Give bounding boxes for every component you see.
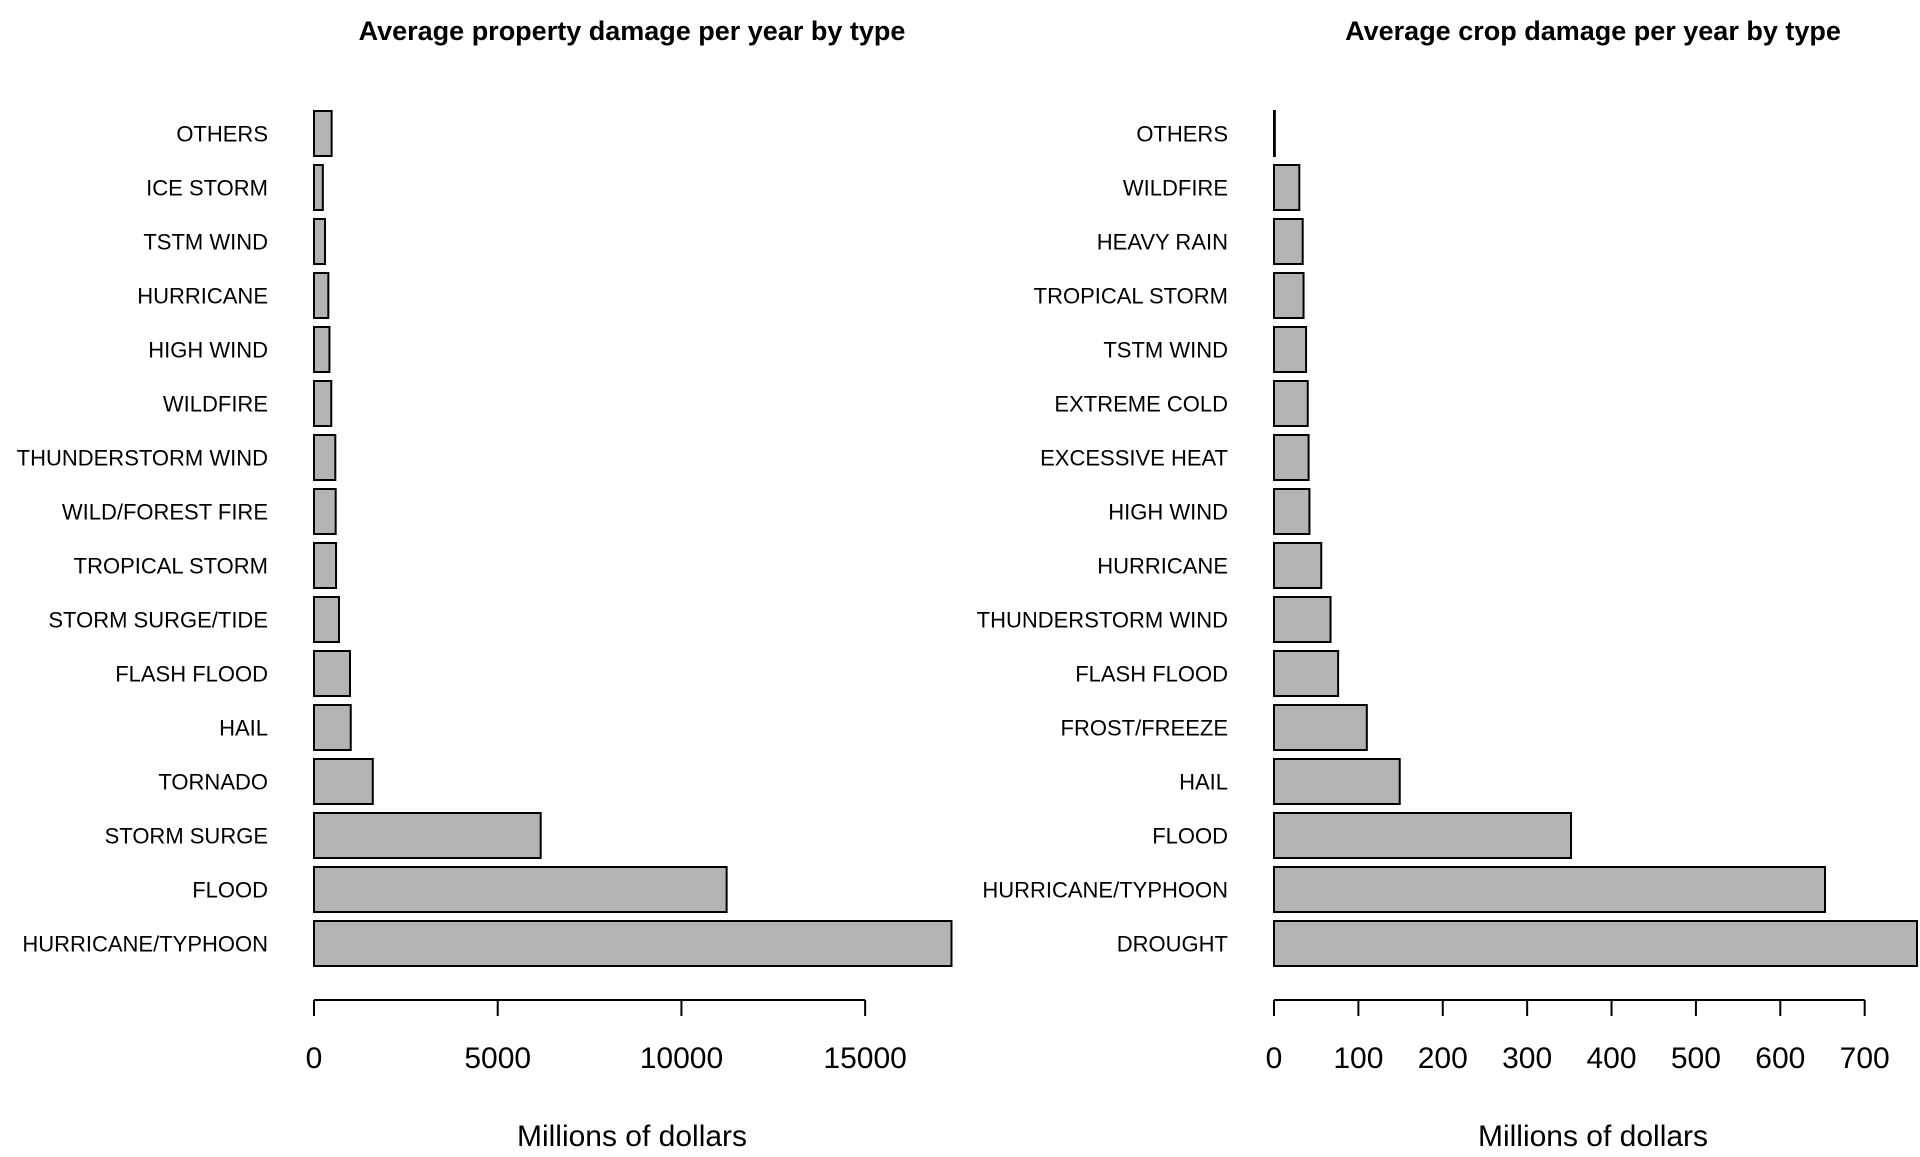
bar [313, 920, 953, 967]
category-label: STORM SURGE [105, 824, 268, 849]
bar [313, 758, 374, 805]
x-axis-label: Millions of dollars [517, 1120, 747, 1152]
bars [1273, 110, 1918, 967]
bar [313, 326, 331, 373]
category-label: EXTREME COLD [1054, 392, 1228, 417]
category-label: STORM SURGE/TIDE [48, 608, 268, 633]
bar [1273, 434, 1310, 481]
bars [313, 110, 953, 967]
bar [1273, 380, 1309, 427]
bar [313, 812, 542, 859]
x-axis: 0 5000 10000 15000 [306, 999, 907, 1075]
bar [1273, 596, 1332, 643]
x-tick-label: 100 [1333, 1042, 1383, 1075]
x-tick-label: 400 [1587, 1042, 1637, 1075]
x-axis-label: Millions of dollars [1478, 1120, 1708, 1152]
category-label: DROUGHT [1117, 932, 1228, 957]
x-tick-label: 200 [1418, 1042, 1468, 1075]
x-tick-label: 5000 [464, 1042, 531, 1075]
category-label: WILDFIRE [163, 392, 268, 417]
category-label: HURRICANE/TYPHOON [982, 878, 1228, 903]
bar [313, 434, 337, 481]
x-tick-label: 300 [1502, 1042, 1552, 1075]
x-tick-label: 15000 [823, 1042, 906, 1075]
category-labels: DROUGHT HURRICANE/TYPHOON FLOOD HAIL FROST/F… [977, 122, 1228, 957]
category-label: FLOOD [192, 878, 268, 903]
category-label: TSTM WIND [1103, 338, 1228, 363]
bar [313, 542, 338, 589]
x-tick-label: 600 [1755, 1042, 1805, 1075]
x-tick-label: 500 [1671, 1042, 1721, 1075]
category-label: HIGH WIND [148, 338, 268, 363]
category-label: TROPICAL STORM [1034, 284, 1228, 309]
bar [1273, 272, 1305, 319]
category-label: FLASH FLOOD [1075, 662, 1228, 687]
category-label: WILD/FOREST FIRE [62, 500, 268, 525]
x-axis: 0 100 200 300 400 500 600 700 [1266, 999, 1890, 1075]
bar [1273, 704, 1368, 751]
category-label: HAIL [219, 716, 268, 741]
category-label: HURRICANE/TYPHOON [22, 932, 268, 957]
bar [313, 164, 324, 211]
category-label: ICE STORM [146, 176, 268, 201]
category-label: THUNDERSTORM WIND [17, 446, 268, 471]
category-label: FROST/FREEZE [1061, 716, 1228, 741]
category-label: TORNADO [158, 770, 268, 795]
bar [1273, 920, 1918, 967]
bar [313, 218, 327, 265]
bar [1273, 758, 1401, 805]
bar [313, 110, 333, 157]
bar [1273, 164, 1301, 211]
bar [1273, 812, 1573, 859]
category-labels: HURRICANE/TYPHOON FLOOD STORM SURGE TORNADO… [17, 122, 268, 957]
category-label: THUNDERSTORM WIND [977, 608, 1228, 633]
bar [313, 596, 340, 643]
category-label: FLOOD [1152, 824, 1228, 849]
bar [1273, 218, 1304, 265]
category-label: HURRICANE [137, 284, 268, 309]
category-label: HEAVY RAIN [1097, 230, 1228, 255]
bar [1273, 542, 1323, 589]
category-label: WILDFIRE [1123, 176, 1228, 201]
category-label: HAIL [1179, 770, 1228, 795]
bar [1273, 326, 1308, 373]
category-label: FLASH FLOOD [115, 662, 268, 687]
bar [1273, 110, 1276, 157]
category-label: HIGH WIND [1108, 500, 1228, 525]
x-tick-label: 700 [1840, 1042, 1890, 1075]
category-label: OTHERS [1136, 122, 1228, 147]
category-label: HURRICANE [1097, 554, 1228, 579]
chart-title: Average property damage per year by type [359, 16, 906, 46]
chart-title: Average crop damage per year by type [1345, 16, 1841, 46]
bar [313, 488, 337, 535]
bar [313, 650, 352, 697]
category-label: TSTM WIND [143, 230, 268, 255]
x-tick-label: 10000 [640, 1042, 723, 1075]
bar [313, 704, 352, 751]
category-label: EXCESSIVE HEAT [1040, 446, 1228, 471]
bar [313, 380, 333, 427]
category-label: TROPICAL STORM [74, 554, 268, 579]
bar [313, 866, 728, 913]
x-tick-label: 0 [306, 1042, 323, 1075]
category-label: OTHERS [176, 122, 268, 147]
bar [1273, 866, 1827, 913]
property-damage-panel: Average property damage per year by type… [17, 16, 953, 1153]
x-tick-label: 0 [1266, 1042, 1283, 1075]
bar [313, 272, 330, 319]
crop-damage-panel: Average crop damage per year by type DRO… [977, 16, 1918, 1153]
bar [1273, 650, 1340, 697]
bar [1273, 488, 1311, 535]
